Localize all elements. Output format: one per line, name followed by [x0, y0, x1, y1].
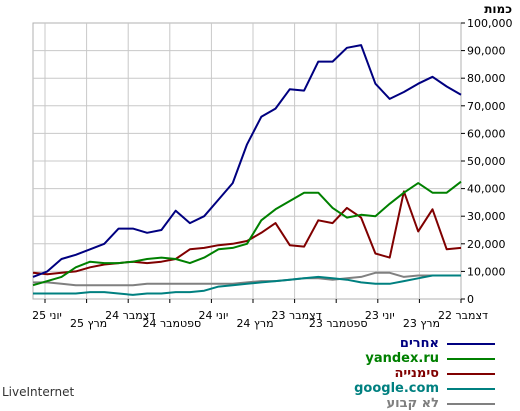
- x-tick-label: דצמבר 22: [438, 309, 488, 322]
- legend-swatch: [447, 357, 495, 360]
- legend-item: לא קבוע: [354, 396, 495, 411]
- x-tick-label: יוני 23: [365, 309, 395, 322]
- footer-brand: LiveInternet: [2, 385, 75, 399]
- y-tick-label: 60,000: [467, 127, 506, 140]
- legend-swatch: [447, 342, 495, 345]
- legend-swatch: [447, 402, 495, 405]
- series-line: [32, 44, 462, 278]
- series-line: [32, 180, 462, 287]
- legend-label: לא קבוע: [386, 396, 439, 411]
- x-tick-label: מרץ 25: [70, 317, 107, 330]
- legend: אחרים yandex.ru סימנייה google.com לא קב…: [354, 336, 495, 411]
- y-tick-label: 50,000: [467, 155, 506, 168]
- legend-item: אחרים: [354, 336, 495, 351]
- y-axis-unit-label: כמות: [484, 2, 512, 16]
- legend-swatch: [447, 387, 495, 390]
- y-tick-label: 40,000: [467, 183, 506, 196]
- x-tick-label: ספטמבר 24: [142, 317, 201, 330]
- grid: [33, 23, 461, 299]
- y-tick-label: 100,000: [467, 17, 513, 30]
- series-line: [33, 271, 461, 287]
- x-tick-label: ספטמבר 23: [309, 317, 368, 330]
- legend-item: סימנייה: [354, 366, 495, 381]
- legend-swatch: [447, 372, 495, 375]
- x-tick-label: יוני 25: [32, 309, 62, 322]
- legend-item: google.com: [354, 381, 495, 396]
- x-tick-label: יוני 24: [198, 309, 228, 322]
- legend-label: google.com: [354, 381, 439, 396]
- y-tick-label: 80,000: [467, 72, 506, 85]
- series-layer: [32, 44, 462, 296]
- legend-label: yandex.ru: [365, 351, 439, 366]
- y-tick-label: 20,000: [467, 238, 506, 251]
- axes: 0 10,000 20,000 30,000 40,000 50,000 60,000 70,…: [32, 17, 512, 330]
- y-tick-label: 70,000: [467, 100, 506, 113]
- series-line: [32, 190, 462, 276]
- legend-label: אחרים: [399, 336, 439, 351]
- legend-item: yandex.ru: [354, 351, 495, 366]
- x-tick-label: דצמבר 24: [105, 309, 155, 322]
- y-tick-label: 10,000: [467, 265, 506, 278]
- x-tick-label: דצמבר 23: [272, 309, 322, 322]
- y-tick-label: 30,000: [467, 210, 506, 223]
- x-tick-label: מרץ 24: [236, 317, 273, 330]
- legend-label: סימנייה: [394, 366, 439, 381]
- x-tick-label: מרץ 23: [403, 317, 440, 330]
- y-tick-label: 90,000: [467, 45, 506, 58]
- y-tick-label: 0: [467, 293, 474, 306]
- series-line: [33, 274, 461, 296]
